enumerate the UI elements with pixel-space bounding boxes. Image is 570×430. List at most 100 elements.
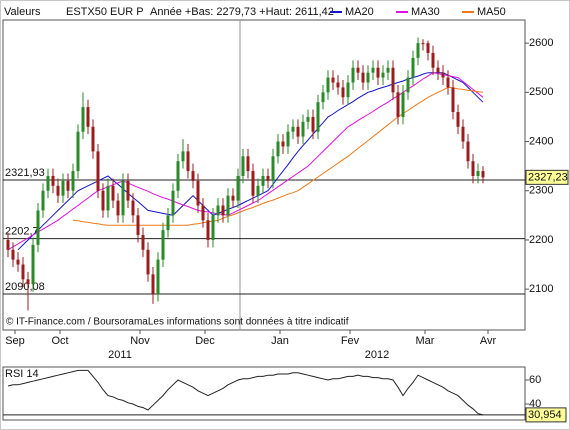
x-tick-label: Mar <box>416 335 435 347</box>
last-price-label: 2327,23 <box>528 171 568 183</box>
ma-line <box>72 86 484 226</box>
candle-body <box>451 87 455 113</box>
candle-body <box>471 161 475 176</box>
candle-body <box>331 77 335 83</box>
candle-body <box>31 244 35 285</box>
candle-body <box>91 126 95 152</box>
candle-body <box>261 175 265 186</box>
year-label: 2012 <box>365 349 389 361</box>
candle-body <box>286 131 290 147</box>
candle-body <box>16 259 20 265</box>
x-tick-label: Avr <box>480 335 497 347</box>
candle-body <box>276 141 280 157</box>
candle-body <box>111 185 115 201</box>
candle-body <box>206 220 210 240</box>
ma-line <box>17 72 484 251</box>
candle-body <box>426 43 430 53</box>
candle-body <box>441 72 445 78</box>
candle-body <box>156 259 160 295</box>
candle-body <box>446 77 450 88</box>
candle-body <box>406 77 410 93</box>
candle-body <box>191 171 195 181</box>
candle-body <box>101 190 105 211</box>
candle-body <box>366 72 370 83</box>
candle-body <box>121 180 125 216</box>
candle-body <box>391 67 395 93</box>
source-note: © IT-Finance.com / BoursoramaLes informa… <box>6 317 349 328</box>
candle-body <box>301 121 305 137</box>
candle-body <box>171 190 175 216</box>
candle-body <box>381 72 385 78</box>
candle-body <box>236 175 240 201</box>
year-label: 2011 <box>108 349 132 361</box>
candle-body <box>396 92 400 117</box>
x-tick-label: Fev <box>341 335 360 347</box>
rsi-title: RSI 14 <box>5 368 39 380</box>
candle-body <box>411 57 415 78</box>
candle-body <box>131 200 135 216</box>
y-tick-label: 2300 <box>529 185 553 197</box>
level-label: 2090,08 <box>5 281 45 293</box>
candle-body <box>291 126 295 132</box>
chart-subtitle: Année +Bas: 2279,73 +Haut: 2611,42 <box>150 6 334 18</box>
candle-body <box>466 141 470 162</box>
candle-body <box>56 185 60 196</box>
candle-body <box>296 126 300 137</box>
candle-body <box>161 230 165 260</box>
candle-body <box>26 279 30 285</box>
candle-body <box>51 175 55 186</box>
candle-body <box>251 171 255 196</box>
candle-body <box>476 171 480 176</box>
candle-body <box>436 67 440 73</box>
candle-body <box>66 180 70 191</box>
candle-body <box>151 274 155 295</box>
plot-area <box>2 19 526 331</box>
candle-body <box>181 151 185 162</box>
candle-body <box>231 195 235 201</box>
candle-body <box>481 171 485 178</box>
ma-line <box>7 72 484 251</box>
candle-body <box>11 249 15 260</box>
candle-body <box>216 205 220 216</box>
candle-body <box>96 151 100 191</box>
candle-body <box>326 77 330 93</box>
candle-body <box>86 107 90 127</box>
candle-body <box>316 102 320 132</box>
level-label: 2321,93 <box>5 167 45 179</box>
candle-body <box>421 43 425 45</box>
rsi-last-box <box>525 407 567 423</box>
level-label: 2202,7 <box>5 226 39 238</box>
last-price-box <box>525 169 569 185</box>
candle-body <box>61 180 65 196</box>
candle-body <box>346 82 350 98</box>
candle-body <box>361 72 365 83</box>
rsi-last-label: 30,954 <box>528 409 562 421</box>
chart-title: ESTX50 EUR P <box>66 6 144 18</box>
y-tick-label: 2100 <box>529 283 553 295</box>
candle-body <box>256 185 260 196</box>
candle-body <box>321 92 325 103</box>
x-tick-label: Jan <box>271 335 289 347</box>
candle-body <box>116 200 120 216</box>
candle-body <box>246 156 250 172</box>
candle-body <box>221 205 225 216</box>
candle-body <box>106 185 110 211</box>
legend-label: MA50 <box>477 6 506 18</box>
x-tick-label: Nov <box>130 335 150 347</box>
candle-body <box>211 215 215 240</box>
candle-body <box>341 87 345 98</box>
x-tick-label: Dec <box>195 335 215 347</box>
candle-body <box>186 151 190 172</box>
legend-label: MA20 <box>345 6 374 18</box>
candle-body <box>196 180 200 206</box>
candle-body <box>456 112 460 127</box>
candle-body <box>6 239 10 250</box>
candle-body <box>431 52 435 68</box>
candle-body <box>461 126 465 142</box>
rsi-area <box>2 366 526 421</box>
candle-body <box>351 67 355 83</box>
candle-body <box>386 67 390 73</box>
candle-body <box>201 205 205 221</box>
